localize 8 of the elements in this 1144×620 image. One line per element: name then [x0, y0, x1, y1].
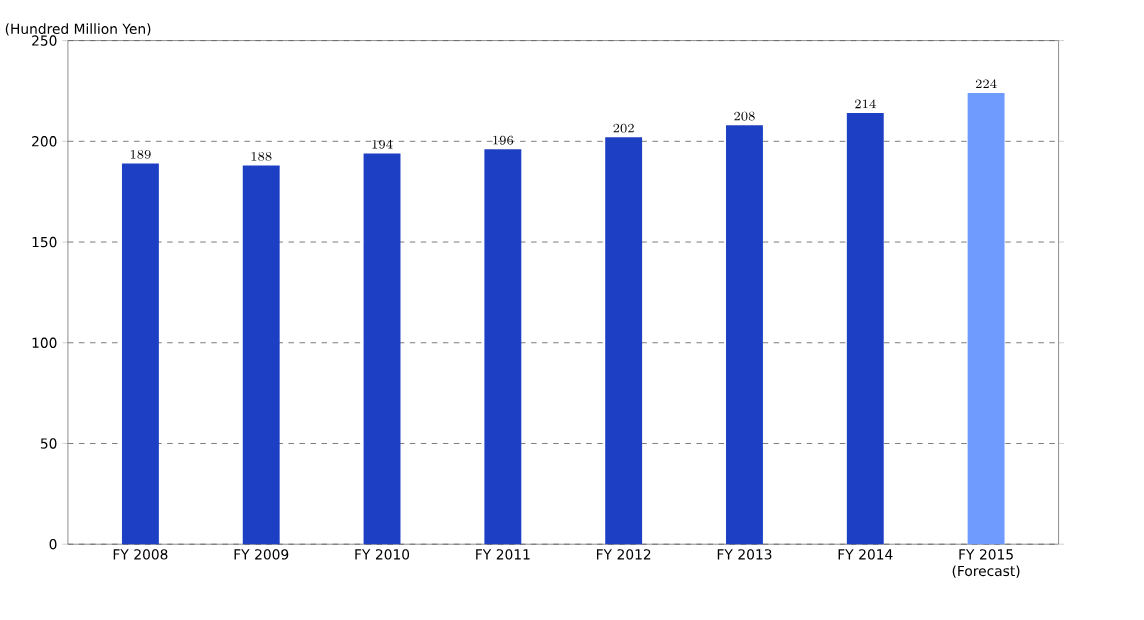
bar — [967, 93, 1005, 545]
bar — [726, 125, 763, 545]
bar — [363, 153, 401, 545]
bar — [484, 149, 522, 545]
bar — [605, 137, 643, 545]
bar — [846, 113, 884, 545]
bar — [121, 163, 159, 545]
bar — [242, 165, 280, 545]
